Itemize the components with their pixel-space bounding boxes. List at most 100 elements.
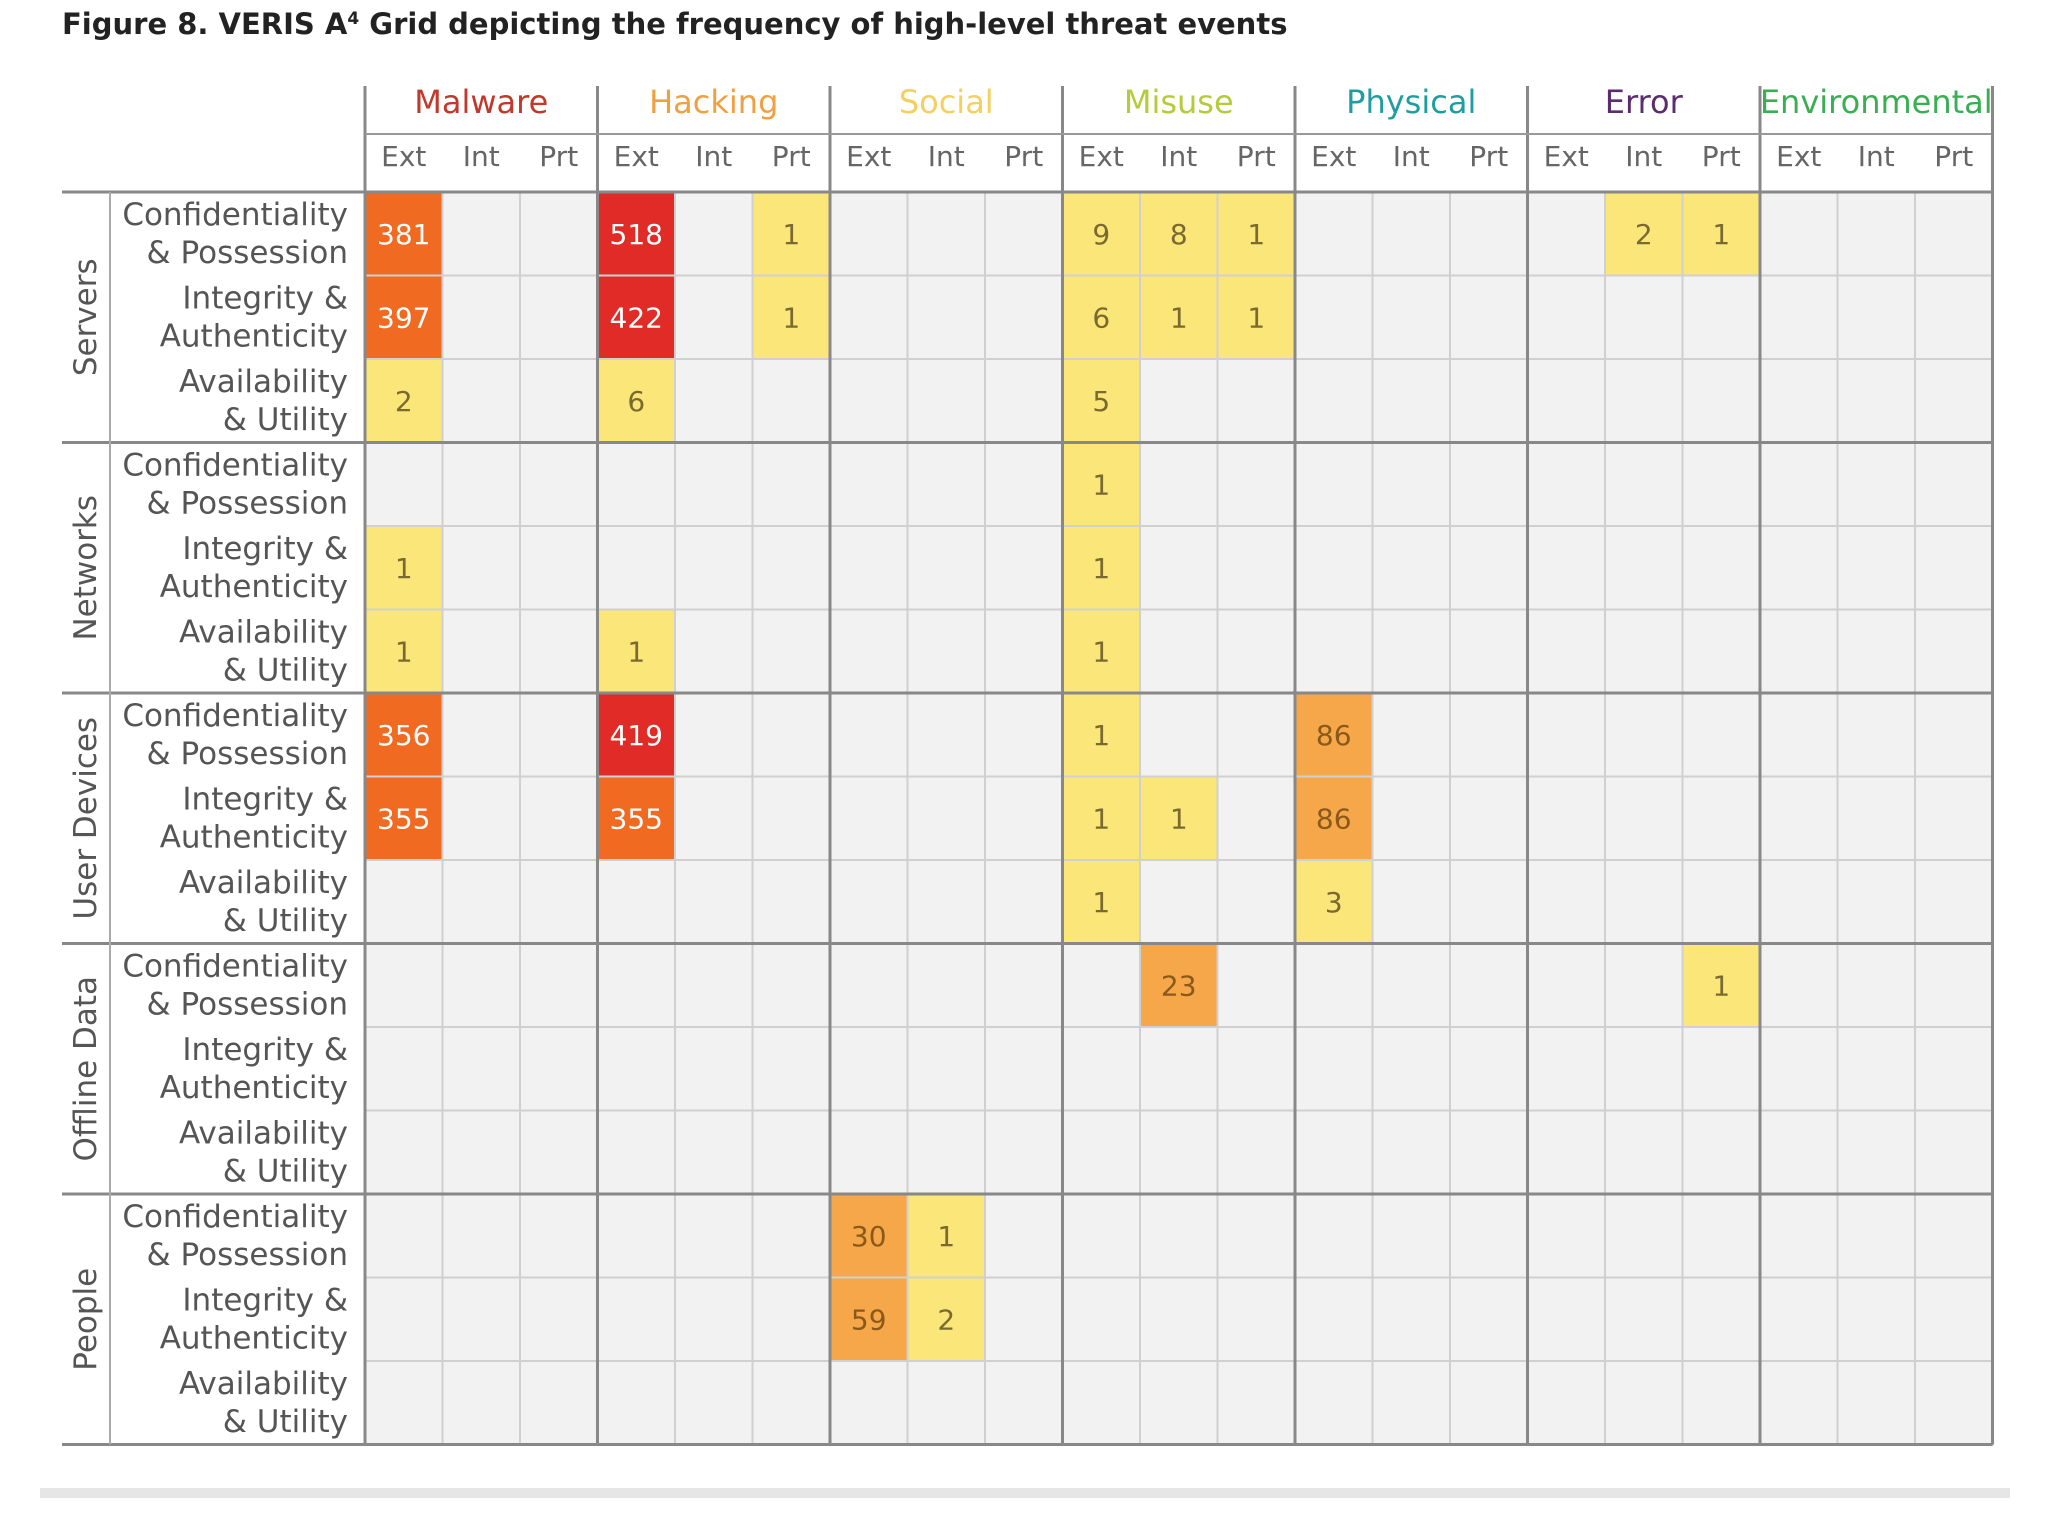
property-label: Authenticity xyxy=(160,569,348,605)
heatmap-cell xyxy=(829,942,909,1028)
property-label: & Utility xyxy=(223,653,348,689)
heatmap-cell xyxy=(1604,942,1684,1028)
heatmap-cell xyxy=(674,358,754,444)
heatmap-cell xyxy=(1526,1276,1606,1362)
heatmap-cell xyxy=(1836,942,1916,1028)
heatmap-cell xyxy=(441,358,521,444)
heatmap-cell xyxy=(1061,942,1141,1028)
cell-value-label: 9 xyxy=(1092,218,1110,251)
heatmap-cell xyxy=(829,692,909,778)
heatmap-cell xyxy=(596,441,676,527)
heatmap-cell xyxy=(1294,525,1374,611)
property-label: Authenticity xyxy=(160,1321,348,1357)
heatmap-cell xyxy=(1139,1276,1219,1362)
heatmap-cell xyxy=(1759,191,1839,277)
heatmap-cell xyxy=(1449,775,1529,861)
cell-value-label: 419 xyxy=(610,719,663,752)
heatmap-cell xyxy=(364,859,444,945)
heatmap-cell xyxy=(674,775,754,861)
heatmap-cell xyxy=(906,692,986,778)
heatmap-cell xyxy=(1294,608,1374,694)
heatmap-cell xyxy=(596,775,676,861)
heatmap-cell xyxy=(519,1360,599,1446)
heatmap-cell xyxy=(751,692,831,778)
heatmap-cell xyxy=(1836,1276,1916,1362)
heatmap-cell xyxy=(1759,1360,1839,1446)
heatmap-cell xyxy=(441,692,521,778)
heatmap-cell xyxy=(984,775,1064,861)
subcolumn-label: Ext xyxy=(614,140,659,173)
heatmap-cell xyxy=(441,608,521,694)
heatmap-cell xyxy=(1371,191,1451,277)
heatmap-cell xyxy=(1216,358,1296,444)
heatmap-cell xyxy=(1681,358,1761,444)
heatmap-cell xyxy=(1216,692,1296,778)
property-label: Integrity & xyxy=(182,1032,348,1068)
heatmap-cell xyxy=(1371,942,1451,1028)
property-label: Authenticity xyxy=(160,1070,348,1106)
heatmap-cell xyxy=(1216,1360,1296,1446)
heatmap-cell xyxy=(364,608,444,694)
heatmap-cell xyxy=(1681,1193,1761,1279)
cell-value-label: 1 xyxy=(1092,468,1110,501)
heatmap-cell xyxy=(674,608,754,694)
cell-value-label: 2 xyxy=(1635,218,1653,251)
heatmap-cell xyxy=(906,441,986,527)
category-label: Environmental xyxy=(1760,83,1993,121)
heatmap-cell xyxy=(1216,1276,1296,1362)
heatmap-cell xyxy=(364,441,444,527)
heatmap-cell xyxy=(1914,1193,1994,1279)
heatmap-cell xyxy=(441,274,521,360)
heatmap-cell xyxy=(596,191,676,277)
heatmap-cell xyxy=(1061,274,1141,360)
heatmap-cell xyxy=(1526,191,1606,277)
cell-value-label: 23 xyxy=(1161,969,1197,1002)
heatmap-cell xyxy=(1294,274,1374,360)
heatmap-cell xyxy=(1759,358,1839,444)
property-label: Availability xyxy=(179,1366,348,1402)
cell-value-label: 1 xyxy=(1092,802,1110,835)
property-label: Availability xyxy=(179,364,348,400)
property-label: Integrity & xyxy=(182,281,348,317)
heatmap-cell xyxy=(1139,358,1219,444)
asset-label: Servers xyxy=(68,258,104,376)
property-label: Authenticity xyxy=(160,820,348,856)
heatmap-cell xyxy=(596,1026,676,1112)
heatmap-cell xyxy=(751,1109,831,1195)
category-label: Physical xyxy=(1346,83,1476,121)
heatmap-cell xyxy=(1061,608,1141,694)
heatmap-cell xyxy=(1526,1193,1606,1279)
cell-value-label: 1 xyxy=(1247,218,1265,251)
heatmap-cell xyxy=(596,1360,676,1446)
heatmap-cell xyxy=(1604,1360,1684,1446)
property-label: Integrity & xyxy=(182,1283,348,1319)
grid-lines xyxy=(40,86,2010,1498)
heatmap-cell xyxy=(1139,441,1219,527)
heatmap-cell xyxy=(1526,1109,1606,1195)
category-label: Error xyxy=(1605,83,1684,121)
heatmap-cell xyxy=(1526,859,1606,945)
heatmap-cell xyxy=(1294,1109,1374,1195)
heatmap-cell xyxy=(1836,358,1916,444)
heatmap-cell xyxy=(984,525,1064,611)
heatmap-cell xyxy=(1914,1360,1994,1446)
cell-value-label: 518 xyxy=(610,218,663,251)
cell-value-label: 1 xyxy=(395,635,413,668)
heatmap-cell xyxy=(1759,1109,1839,1195)
heatmap-cell xyxy=(829,859,909,945)
heatmap-cell xyxy=(1139,859,1219,945)
heatmap-cell xyxy=(441,775,521,861)
subcolumn-label: Prt xyxy=(772,140,811,173)
heatmap-cell xyxy=(1526,1026,1606,1112)
heatmap-cell xyxy=(751,608,831,694)
heatmap-cell xyxy=(1294,1276,1374,1362)
heatmap-cell xyxy=(1449,1026,1529,1112)
cell-value-label: 1 xyxy=(1092,552,1110,585)
property-label: Availability xyxy=(179,865,348,901)
heatmap-cell xyxy=(1371,358,1451,444)
heatmap-cell xyxy=(441,441,521,527)
subcolumn-label: Int xyxy=(695,140,732,173)
heatmap-cell xyxy=(1449,692,1529,778)
